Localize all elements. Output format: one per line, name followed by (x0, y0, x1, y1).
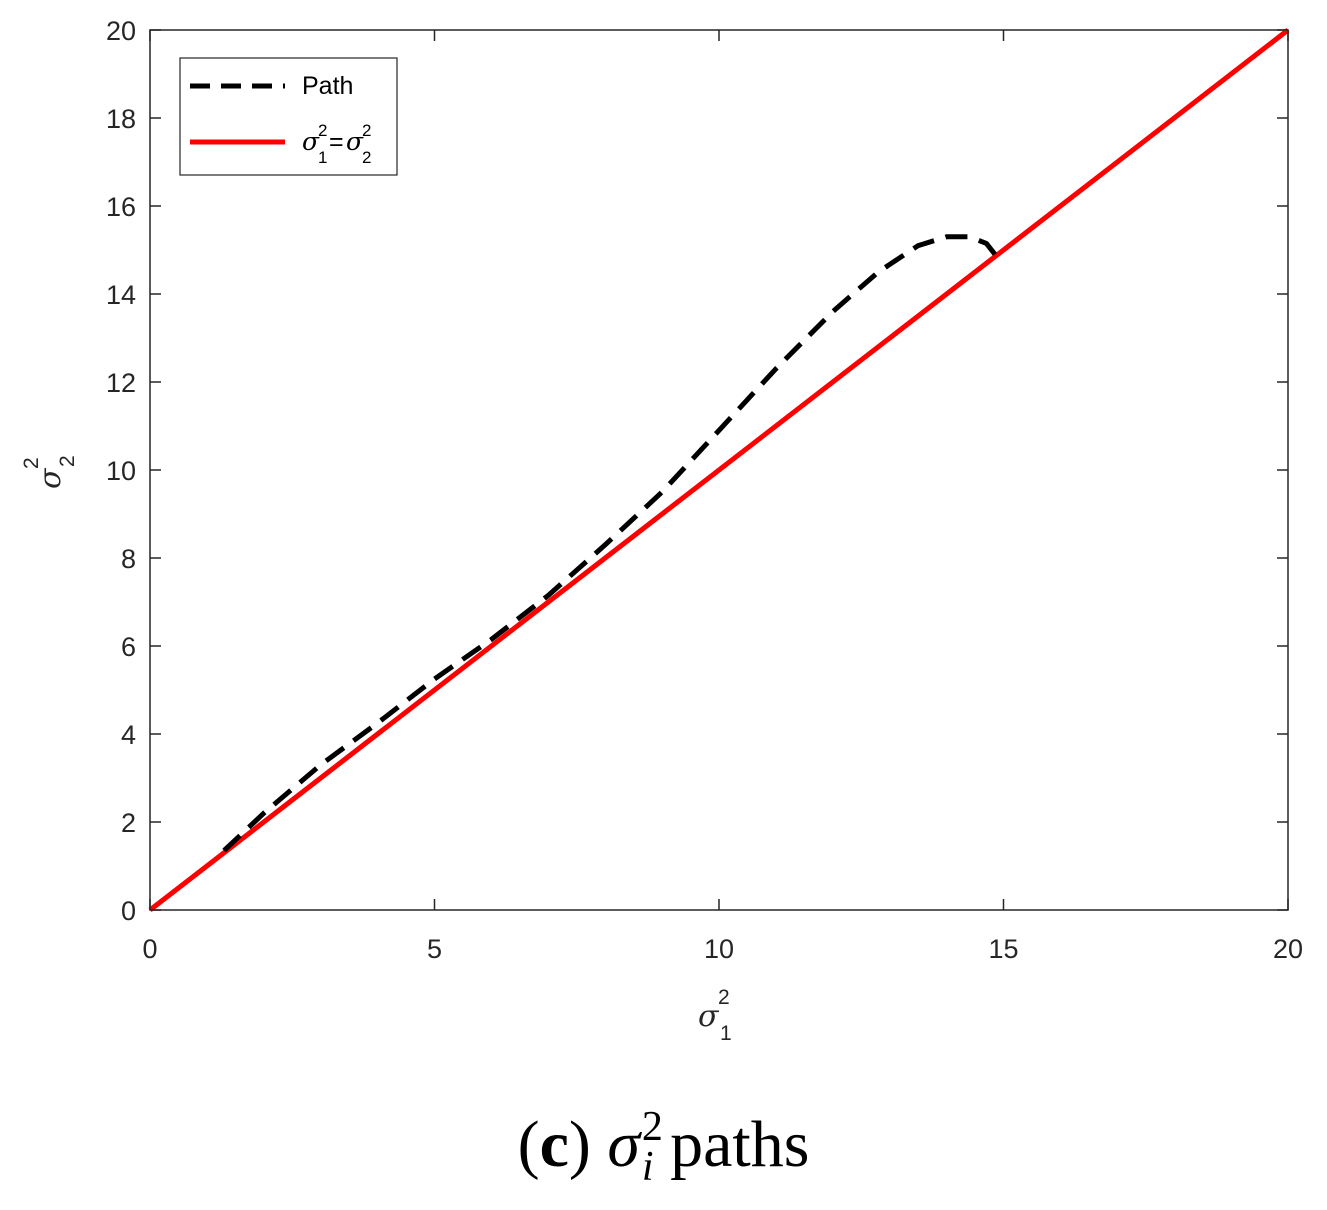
plot-frame (149, 29, 1289, 911)
caption-sub: i (641, 1144, 654, 1190)
x-axis-label-symbol: σ (698, 999, 720, 1034)
legend-box (179, 57, 398, 176)
x-tick-label: 0 (142, 934, 157, 964)
x-axis-label-sup: 2 (718, 986, 730, 1009)
legend-label-diagonal: σ 2 1 = σ 2 2 (302, 121, 371, 167)
legend-label-path: Path (302, 72, 353, 100)
series-layer (148, 28, 1290, 912)
legend: Path σ 2 1 = σ 2 2 (179, 57, 398, 176)
y-tick-label: 20 (106, 16, 136, 46)
x-tick-label: 15 (988, 934, 1018, 964)
x-tick-label: 10 (704, 934, 734, 964)
svg-text:σ: σ (698, 999, 720, 1034)
x-axis-label: σ 2 1 (698, 986, 732, 1045)
y-tick-label: 2 (121, 808, 136, 838)
y-axis-label-symbol: σ (33, 467, 68, 489)
series-line-path (222, 234, 997, 853)
caption-text: paths (670, 1108, 810, 1181)
series-line-diagonal (148, 28, 1290, 912)
svg-text:σ: σ (346, 127, 364, 156)
svg-text:2: 2 (362, 148, 371, 167)
svg-text:1: 1 (318, 148, 327, 167)
svg-text:2: 2 (318, 121, 327, 140)
x-tick-label: 20 (1273, 934, 1303, 964)
svg-text:2: 2 (362, 121, 371, 140)
figure-caption: (c) σ2i paths (0, 1106, 1327, 1188)
y-tick-label: 14 (106, 280, 136, 310)
y-tick-label: 8 (121, 544, 136, 574)
caption-sup: 2 (641, 1104, 663, 1150)
y-tick-label: 4 (121, 720, 136, 750)
y-tick-label: 16 (106, 192, 136, 222)
y-axis-label-sub: 2 (56, 455, 79, 467)
y-tick-label: 10 (106, 456, 136, 486)
caption-symbol-char: σ (607, 1108, 640, 1181)
y-tick-label: 18 (106, 104, 136, 134)
caption-panel: (c) (517, 1108, 591, 1181)
svg-text:=: = (329, 128, 344, 156)
y-axis-label-sup: 2 (20, 457, 43, 469)
y-tick-label: 0 (121, 896, 136, 926)
y-tick-label: 12 (106, 368, 136, 398)
caption-symbol: σ2i (607, 1106, 663, 1188)
x-axis-label-sub: 1 (720, 1022, 732, 1045)
x-tick-label: 5 (427, 934, 442, 964)
y-axis-label: σ 2 2 (20, 455, 79, 489)
y-tick-label: 6 (121, 632, 136, 662)
svg-text:σ: σ (302, 127, 320, 156)
